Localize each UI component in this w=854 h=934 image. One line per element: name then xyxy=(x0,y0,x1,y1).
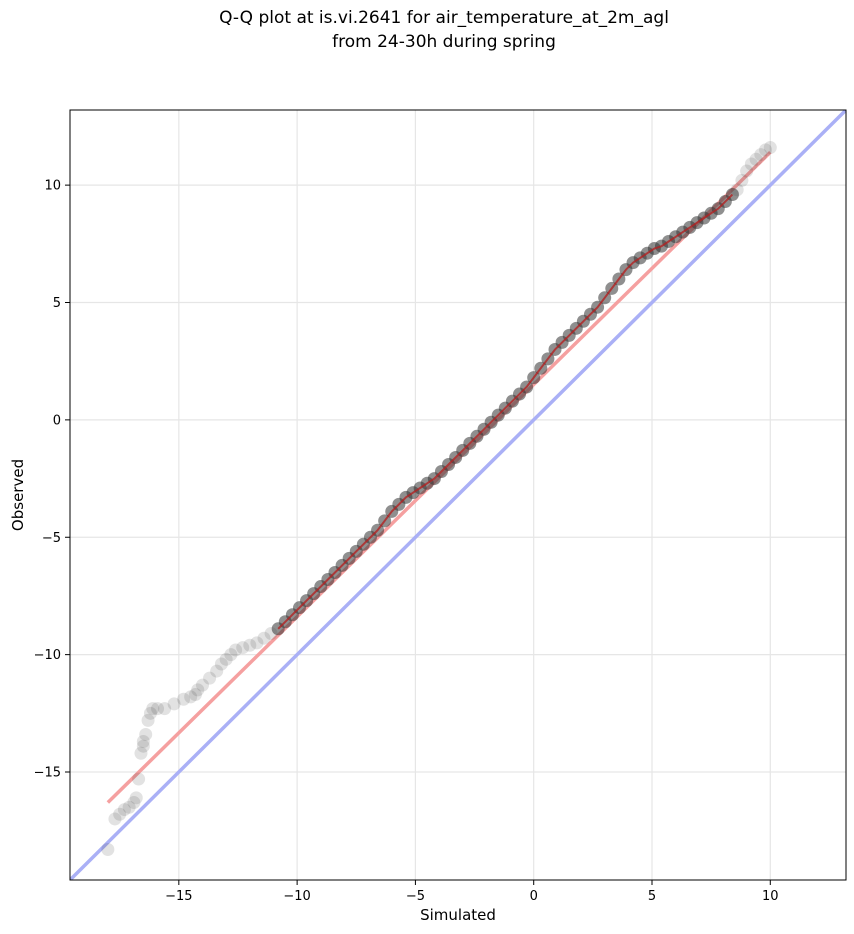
quantile-point xyxy=(188,688,202,702)
quantile-point xyxy=(219,652,233,666)
quantile-point xyxy=(143,706,157,720)
grid-lines xyxy=(70,110,846,880)
quantile-point xyxy=(236,641,250,655)
quantile-point xyxy=(167,697,181,711)
quantile-point xyxy=(759,143,773,157)
quantile-point xyxy=(224,648,238,662)
quantile-point xyxy=(158,702,172,716)
quantile-point xyxy=(132,772,146,786)
x-tick-label: −15 xyxy=(165,889,192,904)
x-tick-label: 10 xyxy=(762,889,779,904)
quantile-point xyxy=(177,692,191,706)
quantile-point xyxy=(127,796,141,810)
x-tick-label: 0 xyxy=(530,889,538,904)
quantile-point xyxy=(113,807,127,821)
y-tick-label: −5 xyxy=(42,531,61,546)
quantile-point xyxy=(195,678,209,692)
quantile-point xyxy=(122,800,136,814)
y-axis-ticks: −15 −10 −5 0 5 10 xyxy=(34,179,70,781)
reference-lines xyxy=(70,110,846,880)
quantile-point xyxy=(146,702,160,716)
y-tick-label: −15 xyxy=(34,766,61,781)
y-tick-label: −10 xyxy=(34,648,61,663)
quantile-point xyxy=(740,164,754,178)
quantile-point xyxy=(129,791,143,805)
quantile-point xyxy=(191,683,205,697)
quantile-point xyxy=(730,183,744,197)
chart-title: Q-Q plot at is.vi.2641 for air_temperatu… xyxy=(219,8,669,28)
quantile-point xyxy=(203,671,217,685)
quantile-point xyxy=(101,842,115,856)
quantile-point xyxy=(134,746,148,760)
quantile-point xyxy=(214,657,228,671)
y-tick-label: 10 xyxy=(44,179,61,194)
x-tick-label: −10 xyxy=(283,889,310,904)
quantile-points xyxy=(101,141,777,856)
quantile-point xyxy=(763,141,777,155)
x-tick-label: −5 xyxy=(406,889,425,904)
quantile-point xyxy=(184,690,198,704)
quantile-point xyxy=(744,157,758,171)
quantile-point xyxy=(108,812,122,826)
quantile-point xyxy=(754,148,768,162)
quantile-point xyxy=(243,638,257,652)
quantile-point xyxy=(210,664,224,678)
quantile-point xyxy=(735,173,749,187)
quantile-point xyxy=(117,803,131,817)
y-tick-label: 5 xyxy=(53,296,61,311)
chart-subtitle: from 24-30h during spring xyxy=(332,32,556,52)
x-tick-label: 5 xyxy=(648,889,656,904)
quantile-point xyxy=(151,702,165,716)
quantile-point xyxy=(136,739,150,753)
y-tick-label: 0 xyxy=(53,413,61,428)
quantile-point xyxy=(139,727,153,741)
plot-frame xyxy=(69,109,847,881)
quantile-point xyxy=(229,643,243,657)
quantile-point xyxy=(141,713,155,727)
chart-title-block: Q-Q plot at is.vi.2641 for air_temperatu… xyxy=(0,6,854,54)
identity-line xyxy=(70,110,846,880)
x-axis-label: Simulated xyxy=(420,906,496,924)
quantile-point xyxy=(250,636,264,650)
quantile-point xyxy=(136,734,150,748)
y-axis-label: Observed xyxy=(9,459,27,531)
quantile-point xyxy=(257,631,271,645)
x-axis-ticks: −15 −10 −5 0 5 10 xyxy=(165,880,779,904)
fit-line-core-trace xyxy=(277,193,734,630)
quantile-point xyxy=(749,152,763,166)
